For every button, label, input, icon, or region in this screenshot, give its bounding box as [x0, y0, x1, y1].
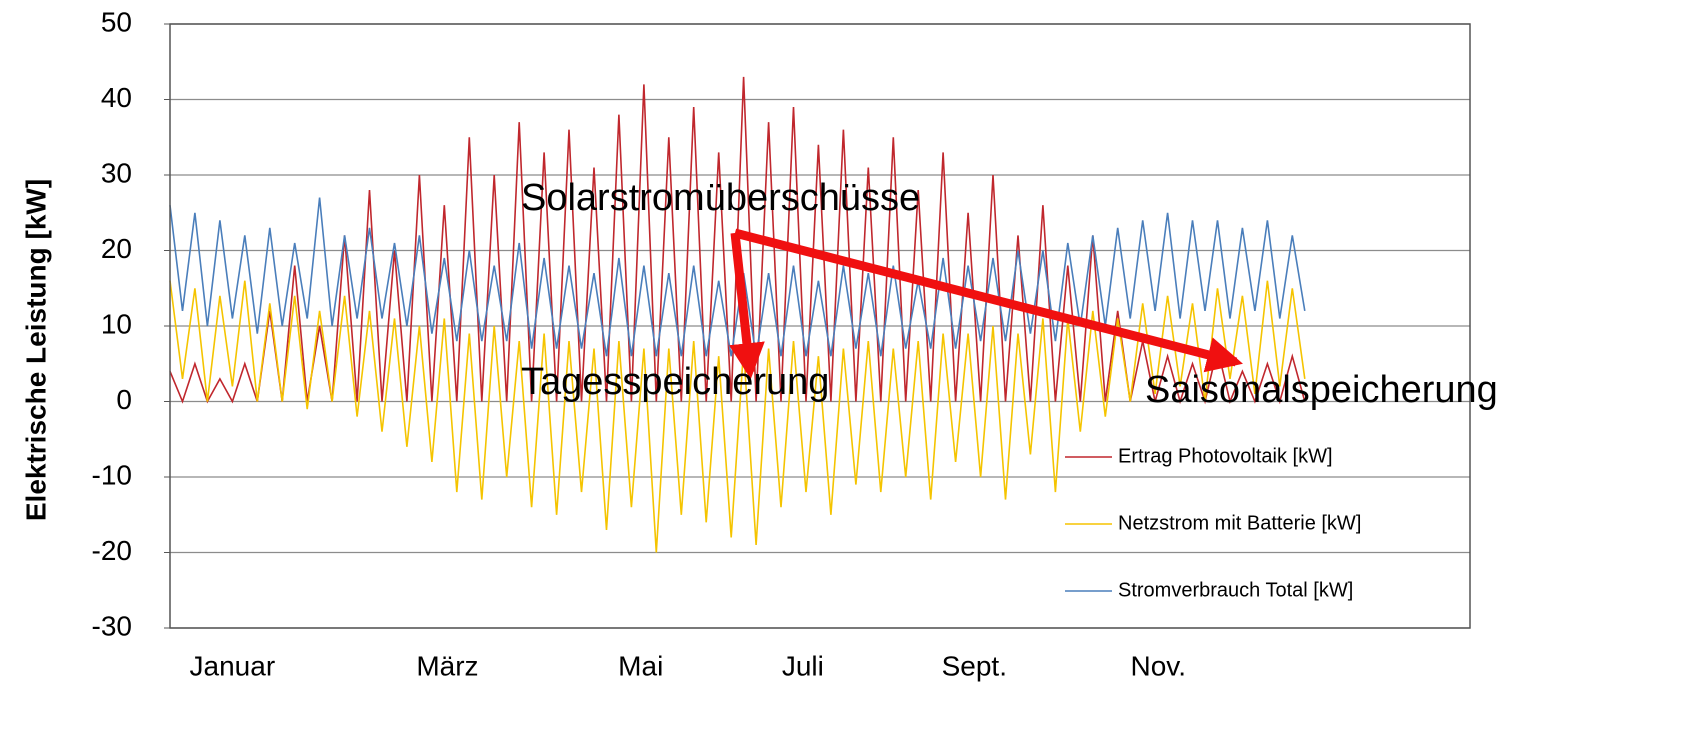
- x-tick-label: Mai: [618, 650, 663, 681]
- y-axis-label: Elektrische Leistung [kW]: [20, 179, 51, 521]
- y-tick-label: 20: [101, 233, 132, 264]
- y-tick-label: 0: [116, 384, 132, 415]
- arrow: [733, 228, 1243, 373]
- x-tick-label: Nov.: [1130, 650, 1186, 681]
- annotation: Saisonalspeicherung: [1145, 369, 1498, 411]
- plot-area: [169, 76, 1306, 553]
- y-tick-label: -20: [92, 535, 132, 566]
- legend-label: Ertrag Photovoltaik [kW]: [1118, 445, 1333, 467]
- x-tick-label: März: [416, 650, 478, 681]
- y-tick-label: -10: [92, 459, 132, 490]
- y-tick-label: 30: [101, 157, 132, 188]
- x-tick-label: Juli: [782, 650, 824, 681]
- y-tick-label: 10: [101, 308, 132, 339]
- y-tick-label: 40: [101, 82, 132, 113]
- legend-label: Stromverbrauch Total [kW]: [1118, 579, 1353, 601]
- x-tick-label: Januar: [190, 650, 276, 681]
- y-tick-label: 50: [101, 6, 132, 37]
- grid: [164, 23, 1470, 629]
- y-tick-label: -30: [92, 610, 132, 641]
- plot-border: [169, 23, 1471, 629]
- annotation: Solarstromüberschüsse: [521, 177, 920, 219]
- x-tick-label: Sept.: [942, 650, 1007, 681]
- series-line: [169, 197, 1306, 357]
- annotation: Tagesspeicherung: [521, 361, 829, 403]
- arrow: [729, 232, 765, 380]
- legend-label: Netzstrom mit Batterie [kW]: [1118, 512, 1361, 534]
